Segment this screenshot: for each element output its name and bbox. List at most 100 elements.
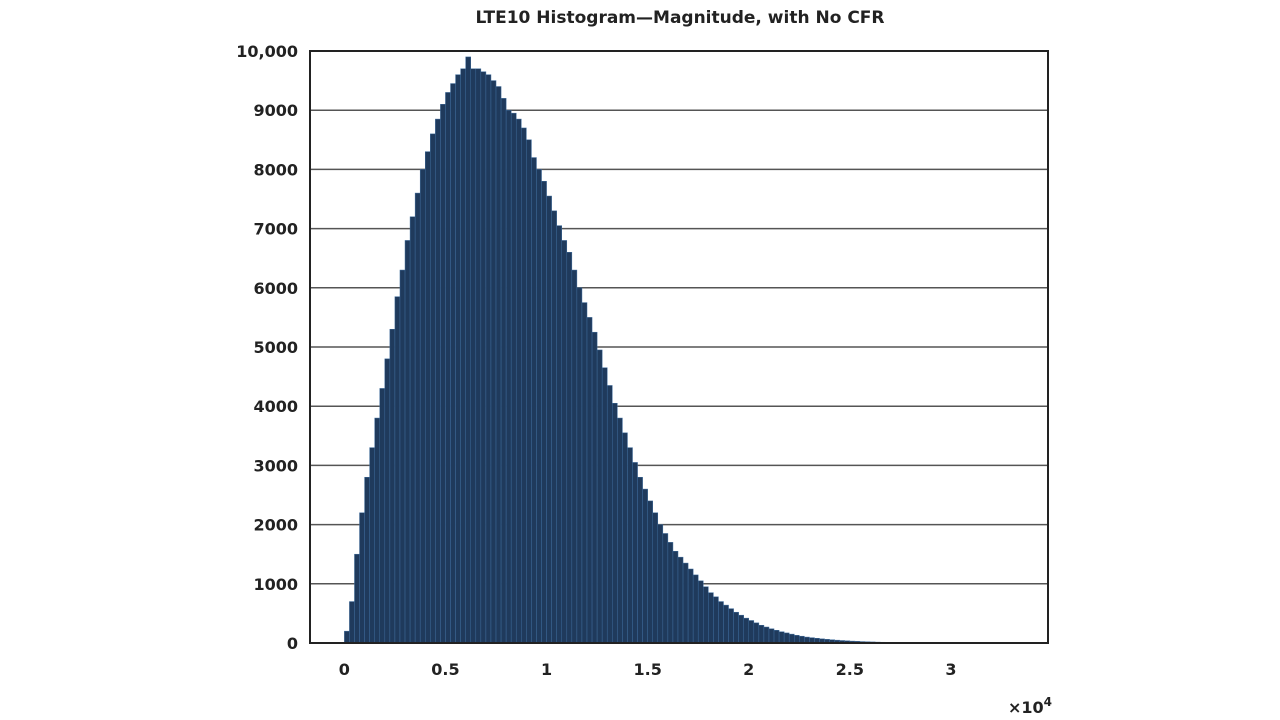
histogram-bar: [677, 556, 684, 644]
x-tick-label: 2: [743, 660, 754, 679]
histogram-bar: [718, 601, 724, 644]
histogram-bar: [672, 550, 679, 644]
x-tick-label: 3: [945, 660, 956, 679]
histogram-bar: [414, 192, 421, 644]
histogram-bar: [399, 269, 406, 644]
histogram-bar: [793, 635, 800, 644]
multiplier-base: ×10: [1008, 698, 1044, 717]
x-axis-multiplier: ×104: [1008, 695, 1052, 717]
y-tick-label: 10,000: [236, 42, 298, 61]
y-tick-label: 0: [287, 634, 298, 653]
y-axis-ticks: 0 1000 2000 3000 4000 5000 6000 7000 8000 9000 10,…: [236, 42, 298, 653]
histogram-bar: [510, 112, 517, 644]
histogram-bar: [667, 542, 674, 644]
y-tick-label: 6000: [253, 279, 298, 298]
histogram-bars: [344, 56, 977, 644]
histogram-bar: [551, 210, 557, 644]
histogram-bar: [505, 109, 512, 644]
histogram-bar: [430, 133, 436, 644]
histogram-bar: [682, 562, 689, 644]
histogram-bar: [531, 157, 537, 644]
histogram-bar: [783, 632, 790, 644]
histogram-bar: [687, 568, 694, 644]
histogram-bar: [556, 225, 562, 644]
histogram-bar: [662, 533, 669, 644]
histogram-bar: [743, 617, 750, 644]
histogram-bar: [515, 118, 522, 644]
histogram-bar: [637, 476, 643, 644]
histogram-bar: [627, 447, 633, 644]
histogram-bar: [470, 68, 477, 644]
histogram-bar: [450, 83, 456, 644]
histogram-bar: [606, 385, 613, 644]
y-tick-label: 3000: [253, 456, 298, 475]
histogram-bar: [596, 349, 603, 644]
y-tick-label: 4000: [253, 397, 298, 416]
histogram-bar: [521, 127, 527, 644]
chart-title: LTE10 Histogram—Magnitude, with No CFR: [476, 8, 885, 28]
x-tick-label: 2.5: [836, 660, 864, 679]
histogram-bar: [369, 447, 375, 644]
histogram-bar: [394, 296, 401, 644]
histogram-bar: [697, 580, 704, 644]
y-tick-label: 2000: [253, 516, 298, 535]
x-tick-label: 1.5: [633, 660, 661, 679]
histogram-bar: [652, 512, 659, 644]
histogram-bar: [541, 180, 547, 644]
histogram-bar: [601, 367, 608, 644]
histogram-bar: [344, 630, 350, 644]
histogram-bar: [612, 402, 618, 644]
histogram-bar: [379, 388, 386, 644]
histogram-bar: [465, 56, 471, 644]
y-tick-label: 7000: [253, 220, 298, 239]
x-tick-label: 0.5: [431, 660, 459, 679]
histogram-bar: [384, 358, 391, 644]
histogram-bar: [768, 628, 775, 644]
histogram-bar: [692, 574, 699, 644]
histogram-bar: [419, 169, 426, 644]
histogram-bar: [753, 622, 760, 644]
histogram-bar: [778, 631, 785, 644]
histogram-bar: [738, 614, 744, 644]
histogram-bar: [440, 104, 446, 644]
histogram-bar: [723, 604, 729, 644]
histogram-bar: [728, 608, 734, 644]
histogram-bar: [799, 635, 805, 644]
y-tick-label: 8000: [253, 160, 298, 179]
y-tick-label: 5000: [253, 338, 298, 357]
histogram-bar: [703, 586, 709, 644]
histogram-bar: [500, 98, 507, 644]
histogram-bar: [642, 488, 648, 644]
histogram-bar: [733, 611, 739, 644]
histogram-bar: [591, 331, 598, 644]
histogram-bar: [404, 240, 411, 644]
histogram-bar: [773, 630, 780, 644]
histogram-bar: [526, 139, 532, 644]
histogram-bar: [622, 432, 628, 644]
y-tick-label: 9000: [253, 101, 298, 120]
histogram-bar: [581, 302, 588, 644]
histogram-bar: [617, 417, 623, 644]
histogram-bar: [359, 512, 365, 644]
histogram-bar: [455, 74, 461, 644]
histogram-bar: [485, 74, 492, 644]
y-tick-label: 1000: [253, 575, 298, 594]
histogram-bar: [758, 624, 765, 644]
histogram-bar: [349, 601, 355, 644]
plot-frame: [309, 50, 1049, 644]
histogram-bar: [389, 328, 396, 644]
x-tick-label: 1: [541, 660, 552, 679]
histogram-bar: [354, 553, 360, 644]
histogram-bar: [490, 80, 497, 644]
histogram-bar: [424, 151, 431, 644]
histogram-bar: [748, 620, 755, 644]
histogram-bar: [374, 417, 381, 644]
x-tick-label: 0: [339, 660, 350, 679]
histogram-bar: [495, 86, 502, 644]
histogram-bar: [561, 240, 568, 644]
histogram-bar: [460, 68, 466, 644]
histogram-bar: [445, 92, 451, 644]
histogram-bar: [576, 287, 583, 644]
histogram-bar: [546, 195, 552, 644]
